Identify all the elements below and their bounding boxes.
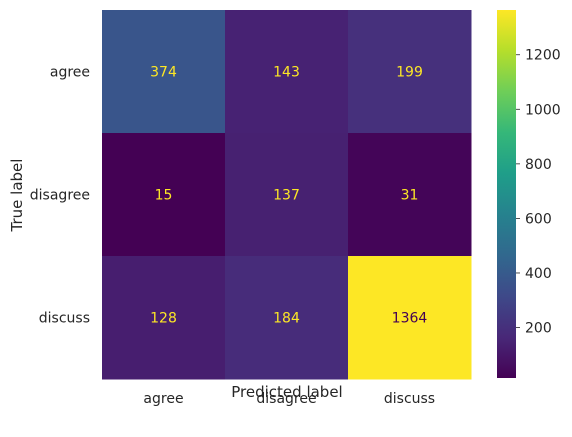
colorbar-tick-label: 200: [525, 321, 552, 337]
colorbar: [497, 10, 516, 378]
colorbar-tick-label: 800: [525, 157, 552, 173]
cell-value-label: 1364: [392, 311, 428, 327]
heatmap-cell: [225, 256, 349, 380]
cell-value-label: 143: [273, 65, 300, 81]
x-axis-label: Predicted label: [231, 383, 342, 401]
cell-value-label: 199: [396, 65, 423, 81]
colorbar-tick-label: 400: [525, 266, 552, 282]
cell-value-label: 128: [150, 311, 177, 327]
cell-value-labels: 374 143 199 15 137 31 128 184 1364: [150, 65, 427, 327]
cell-value-label: 137: [273, 188, 300, 204]
cell-value-label: 374: [150, 65, 177, 81]
colorbar-tick-label: 1000: [525, 102, 561, 118]
heatmap-cell: [225, 10, 349, 134]
colorbar-ticks: 200 400 600 800 1000 1200: [516, 48, 561, 337]
y-tick-label: disagree: [30, 188, 90, 204]
cell-value-label: 184: [273, 311, 300, 327]
heatmap-cell: [102, 10, 226, 134]
x-axis-ticks: agree disagree discuss: [143, 391, 435, 407]
y-tick-label: agree: [50, 65, 90, 81]
y-tick-label: discuss: [39, 311, 90, 327]
y-axis-label: True label: [8, 159, 26, 233]
x-tick-label: disagree: [256, 391, 316, 407]
cell-value-label: 31: [401, 188, 419, 204]
heatmap-cell: [348, 256, 472, 380]
heatmap-grid: [102, 10, 472, 380]
y-axis-ticks: agree disagree discuss: [30, 65, 90, 327]
heatmap-cell: [102, 133, 226, 257]
heatmap-cell: [225, 133, 349, 257]
heatmap-cell: [348, 10, 472, 134]
colorbar-tick-label: 1200: [525, 48, 561, 64]
x-tick-label: discuss: [384, 391, 435, 407]
colorbar-tick-label: 600: [525, 211, 552, 227]
x-tick-label: agree: [143, 391, 183, 407]
cell-value-label: 15: [155, 188, 173, 204]
heatmap-cell: [102, 256, 226, 380]
heatmap-cell: [348, 133, 472, 257]
